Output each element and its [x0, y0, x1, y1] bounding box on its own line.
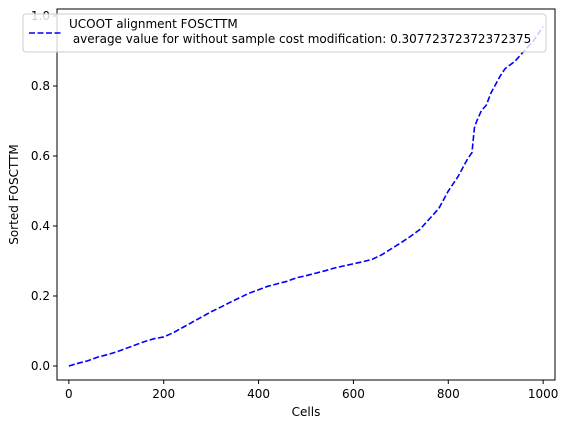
axes-frame — [56, 8, 556, 381]
x-tick-label: 400 — [247, 387, 270, 401]
y-axis-label: Sorted FOSCTTM — [7, 144, 21, 245]
legend: UCOOT alignment FOSCTTM average value fo… — [22, 13, 547, 53]
y-tick-label: 0.2 — [31, 289, 50, 303]
legend-box — [22, 13, 547, 53]
legend-series-name: UCOOT alignment FOSCTTM — [69, 17, 238, 31]
y-tick-label: 0.4 — [31, 219, 50, 233]
legend-label: UCOOT alignment FOSCTTM average value fo… — [69, 17, 531, 46]
y-tick-label: 0.8 — [31, 79, 50, 93]
y-tick-label: 0.6 — [31, 149, 50, 163]
x-axis-ticks: 0 200 400 600 800 1000 — [65, 380, 558, 401]
x-tick-label: 0 — [65, 387, 73, 401]
x-tick-label: 600 — [342, 387, 365, 401]
series-layer — [68, 26, 544, 367]
x-axis-label: Cells — [292, 405, 321, 419]
legend-series-average: average value for without sample cost mo… — [69, 32, 531, 46]
x-tick-label: 800 — [437, 387, 460, 401]
x-tick-label: 1000 — [528, 387, 559, 401]
y-tick-label: 0.0 — [31, 359, 50, 373]
series-line-0 — [68, 26, 544, 367]
x-tick-label: 200 — [152, 387, 175, 401]
y-axis-ticks: 0.00.20.40.60.81.0 — [31, 9, 57, 373]
